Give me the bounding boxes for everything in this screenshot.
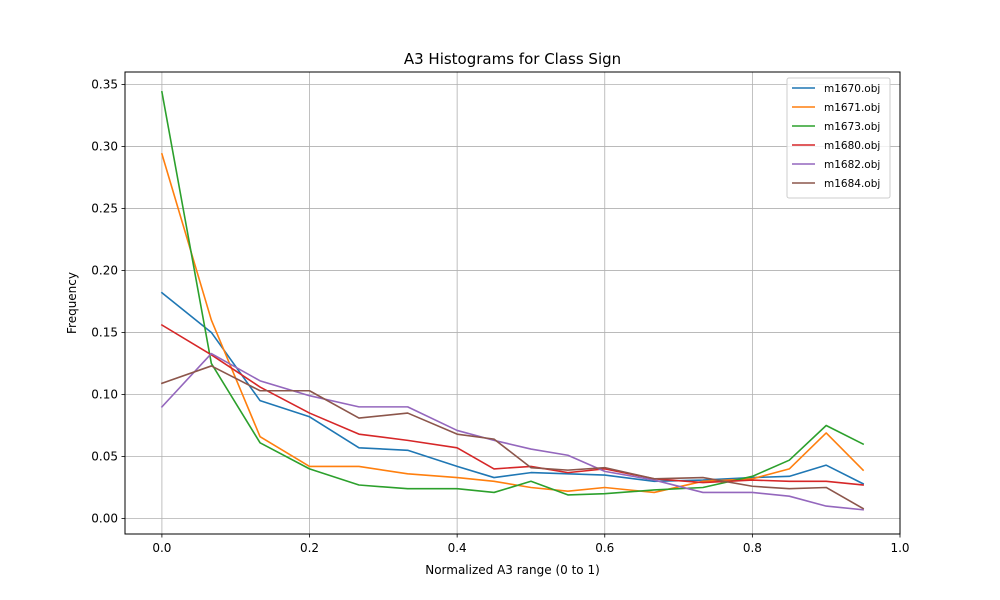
legend-label: m1684.obj (824, 178, 880, 190)
series-lines (160, 90, 865, 511)
legend-label: m1670.obj (824, 83, 880, 95)
plot-frame (124, 71, 901, 535)
legend-box (786, 77, 891, 199)
grid (125, 72, 901, 534)
y-tick-label: 0.15 (91, 325, 118, 339)
axis-ticks: 0.0 0.2 0.4 0.6 0.8 1.0 0.00 0.05 0.10 0.15 0.20 0.… (91, 77, 909, 555)
series-line-m1670 (160, 291, 865, 485)
series-line-m1680 (160, 323, 864, 486)
x-tick-label: 0.6 (595, 541, 614, 555)
y-axis-label: Frequency (65, 272, 79, 334)
x-tick-label: 0.2 (300, 541, 319, 555)
x-tick-label: 0.4 (448, 541, 467, 555)
y-tick-label: 0.20 (91, 263, 118, 277)
x-tick-label: 0.0 (152, 541, 171, 555)
y-tick-label: 0.30 (91, 139, 118, 153)
y-tick-label: 0.05 (91, 449, 118, 463)
legend: m1670.obj m1671.obj m1673.obj m1680.obj m168… (786, 77, 891, 199)
x-axis-label: Normalized A3 range (0 to 1) (425, 563, 600, 577)
x-tick-label: 0.8 (743, 541, 762, 555)
y-tick-label: 0.00 (91, 511, 118, 525)
y-tick-label: 0.10 (91, 387, 118, 401)
series-line-m1671 (160, 152, 865, 494)
y-tick-label: 0.25 (91, 201, 118, 215)
chart-title: A3 Histograms for Class Sign (404, 50, 621, 68)
x-tick-label: 1.0 (890, 541, 909, 555)
legend-label: m1682.obj (824, 159, 880, 171)
series-line-m1684 (160, 365, 865, 510)
legend-label: m1680.obj (824, 140, 880, 152)
series-line-m1673 (160, 90, 865, 496)
legend-label: m1673.obj (824, 121, 880, 133)
y-tick-label: 0.35 (91, 77, 118, 91)
legend-label: m1671.obj (824, 102, 880, 114)
